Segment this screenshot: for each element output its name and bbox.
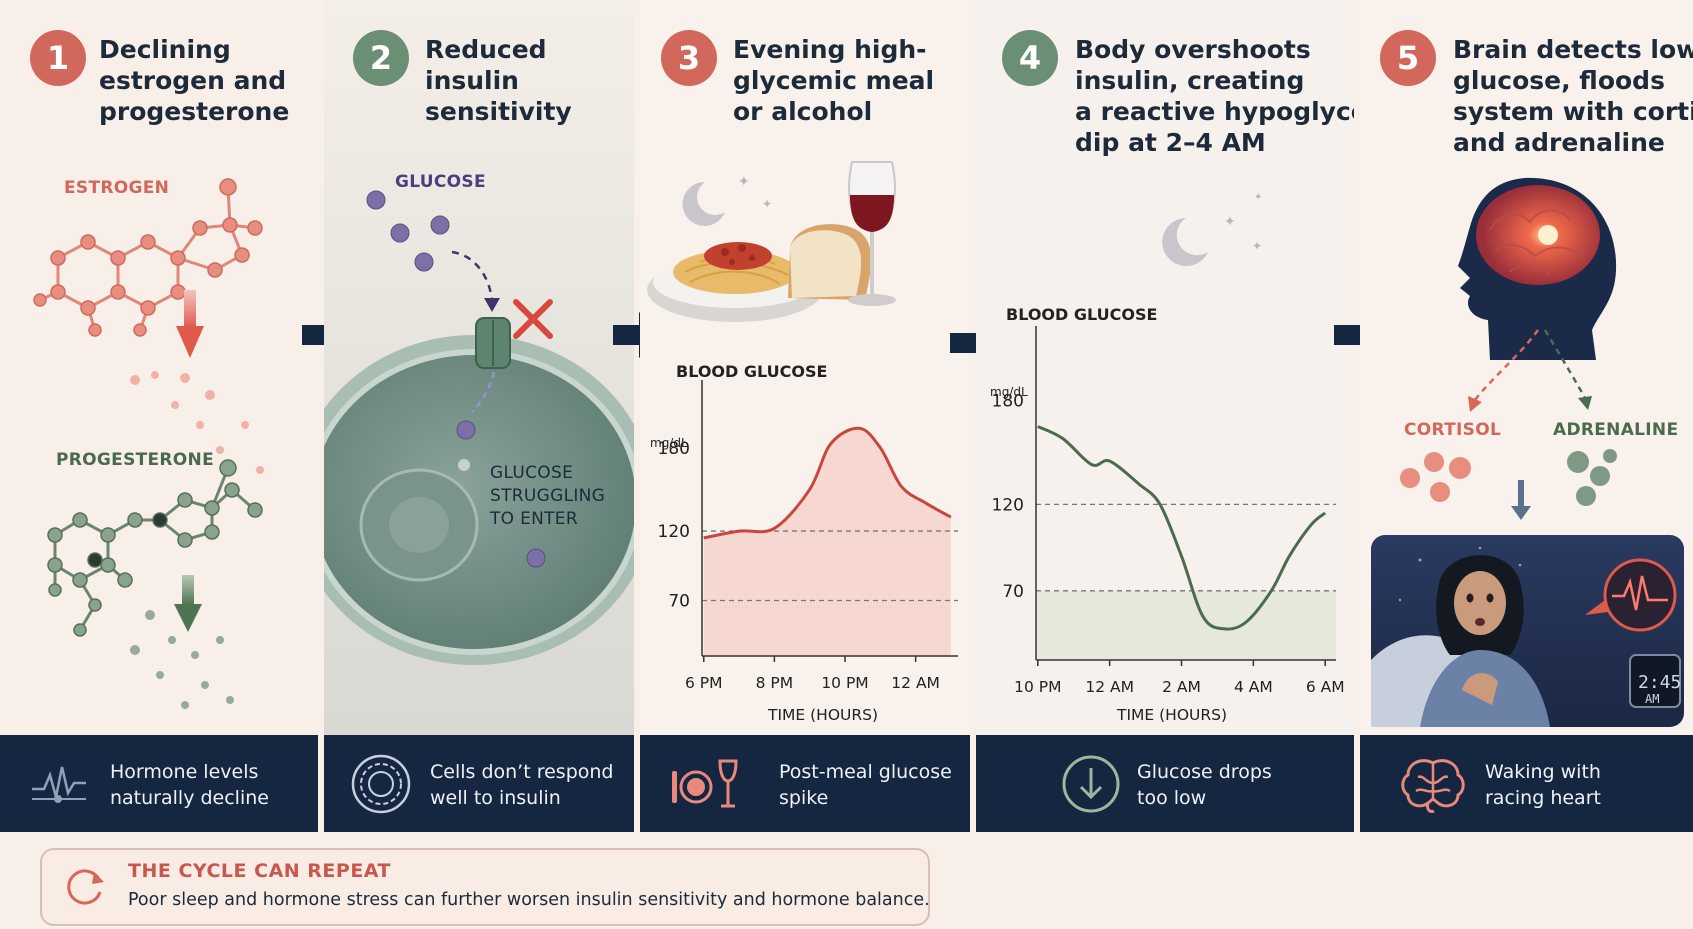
progesterone-label: PROGESTERONE [56,450,215,470]
estrogen-label: ESTROGEN [64,178,170,198]
step-2-panel: 2 Reduced insulin sensitivity GLUCOSE GL… [324,0,634,832]
step-3-panel: ✦ ✦ 180 120 70 6 [640,0,970,832]
brain-waking-illustration: 2:45 AM [1371,177,1684,727]
pulse-line-icon [32,766,86,803]
hypoglycemia-zone [1036,590,1336,660]
svg-text:✦: ✦ [738,174,750,190]
y-unit-label: mg/dL [990,385,1028,399]
adrenaline-label: ADRENALINE [1553,420,1679,440]
svg-text:✦: ✦ [1252,239,1262,253]
step-footer-text: Post-meal glucose spike [779,761,952,809]
y-tick-label: 70 [668,591,690,611]
x-axis-label: TIME (HOURS) [1116,706,1227,724]
cell-illustration [324,0,634,735]
step-4-panel: ✦ ✦ ✦ 180 120 70 10 PM 12 AM 2 AM 4 AM 6 AM BLO… [976,0,1354,832]
glucose-chart-evening: 180 120 70 6 PM 8 PM 10 PM 12 AM BLOOD GLUCOSE… [650,362,958,724]
step-footer: Cells don’t respond well to insulin [324,735,634,832]
step-number-badge: 1 [30,30,86,86]
step-footer: Post-meal glucose spike [640,735,970,832]
x-axis-label: TIME (HOURS) [767,706,878,724]
x-tick-label: 6 PM [685,674,723,692]
x-tick-label: 10 PM [821,674,868,692]
y-tick-label: 70 [1002,582,1024,602]
x-tick-label: 12 AM [891,674,940,692]
y-tick-label: 180 [658,439,690,459]
plate-wine-icon [672,759,738,808]
step-footer: Hormone levels naturally decline [0,735,318,832]
step-title: Evening high- glycemic meal or alcohol [733,35,935,126]
step-footer-text: Hormone levels naturally decline [110,761,269,809]
glucose-curve [1037,425,1327,631]
svg-text:✦: ✦ [762,197,772,211]
step-title: Declining estrogen and progesterone [99,35,290,126]
brain-icon [1401,759,1465,813]
y-tick-label: 120 [658,522,690,542]
step-footer-text: Glucose drops too low [1137,761,1272,809]
x-tick-label: 2 AM [1162,678,1201,696]
x-tick-label: 10 PM [1014,678,1061,696]
clock-ampm: AM [1645,692,1659,706]
cycle-note-title: THE CYCLE CAN REPEAT [128,860,391,882]
cycle-note-description: Poor sleep and hormone stress can furthe… [128,890,930,910]
y-tick-label: 120 [992,495,1024,515]
cortisol-label: CORTISOL [1404,420,1502,440]
step-footer: Waking with racing heart [1360,735,1693,832]
x-tick-label: 8 PM [756,674,794,692]
refresh-cycle-icon [67,869,104,905]
step-5-panel: 2:45 AM 5 Brain detects low glucose, flo… [1360,0,1693,832]
x-tick-label: 4 AM [1234,678,1273,696]
clock-time: 2:45 [1638,672,1681,693]
down-arrow-circle-icon [1062,755,1120,813]
step-number-badge: 3 [661,30,717,86]
chart-title: BLOOD GLUCOSE [676,362,827,381]
svg-text:✦: ✦ [1254,192,1262,203]
step-number-badge: 4 [1002,30,1058,86]
cell-rings-icon [351,754,411,814]
hormone-molecules-illustration [33,178,264,709]
glucose-chart-night: 180 120 70 10 PM 12 AM 2 AM 4 AM 6 AM BLOOD GLU… [990,305,1345,724]
svg-text:✦: ✦ [1224,214,1236,230]
step-footer-text: Waking with racing heart [1485,761,1601,809]
night-chart-illustration: ✦ ✦ ✦ 180 120 70 10 PM 12 AM 2 AM 4 AM 6 AM BLO… [990,192,1345,724]
step-1-panel: 1 Declining estrogen and progesterone ES… [0,0,318,832]
glucose-curve [703,426,952,540]
step-number-badge: 2 [353,30,409,86]
chart-title: BLOOD GLUCOSE [1006,305,1157,324]
cycle-note: THE CYCLE CAN REPEAT Poor sleep and horm… [40,848,930,926]
y-unit-label: mg/dL [650,436,688,450]
y-tick-label: 180 [992,392,1024,412]
glucose-struggling-label: GLUCOSE STRUGGLING TO ENTER [490,463,606,529]
x-tick-label: 6 AM [1306,678,1345,696]
glucose-curve-area [703,428,951,656]
step-footer-text: Cells don’t respond well to insulin [430,761,614,809]
step-title: Reduced insulin sensitivity [425,35,572,126]
step-footer: Glucose drops too low [976,735,1354,832]
x-tick-label: 12 AM [1085,678,1134,696]
step-title: Body overshoots insulin, creating a reac… [1075,35,1354,157]
glucose-label: GLUCOSE [395,172,486,192]
step-number-badge: 5 [1380,30,1436,86]
step-title: Brain detects low glucose, floods system… [1453,35,1693,157]
